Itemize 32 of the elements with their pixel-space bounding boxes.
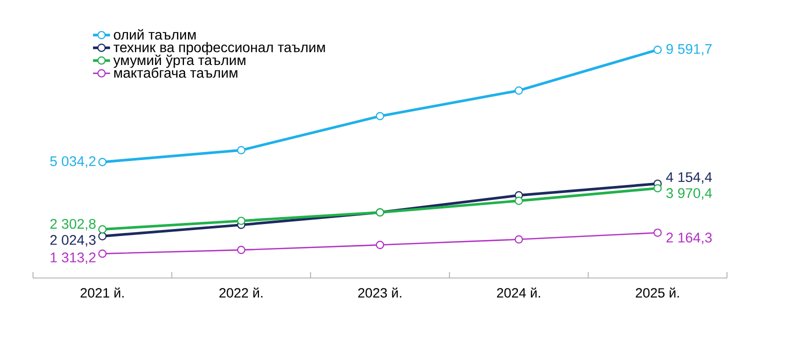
data-label: 5 034,2	[50, 156, 96, 168]
point	[98, 158, 107, 166]
point	[514, 196, 523, 205]
legend-label: мактабгача таълим	[114, 67, 238, 78]
data-label: 2 164,3	[666, 232, 712, 244]
point	[514, 86, 523, 95]
x-tick-label: 2024 й.	[497, 288, 540, 298]
point	[237, 246, 246, 254]
point	[376, 112, 384, 120]
x-tick-label: 2021 й.	[80, 288, 124, 298]
point	[514, 235, 523, 244]
point	[98, 232, 107, 240]
data-label: 2 024,3	[50, 235, 96, 247]
x-tick-label: 2023 й.	[358, 288, 402, 298]
point	[376, 240, 384, 250]
data-label: 3 970,4	[666, 188, 712, 200]
point	[653, 228, 662, 237]
x-tick-label: 2022 й.	[219, 288, 262, 298]
data-label: 9 591,7	[666, 44, 712, 56]
legend-label: техник ва профессионал таълим	[114, 42, 325, 56]
legend-label: олий таълим	[114, 29, 196, 40]
point	[237, 216, 246, 226]
x-tick-label: 2025 й.	[636, 288, 679, 298]
data-label: 2 302,8	[50, 218, 96, 230]
data-label: 4 154,4	[666, 172, 712, 184]
point	[98, 250, 107, 258]
point	[98, 225, 107, 234]
legend-label: умумий ўрта таълим	[113, 54, 246, 68]
data-label: 1 313,2	[50, 252, 96, 264]
point	[653, 46, 662, 54]
point	[653, 184, 662, 192]
point	[237, 146, 246, 154]
